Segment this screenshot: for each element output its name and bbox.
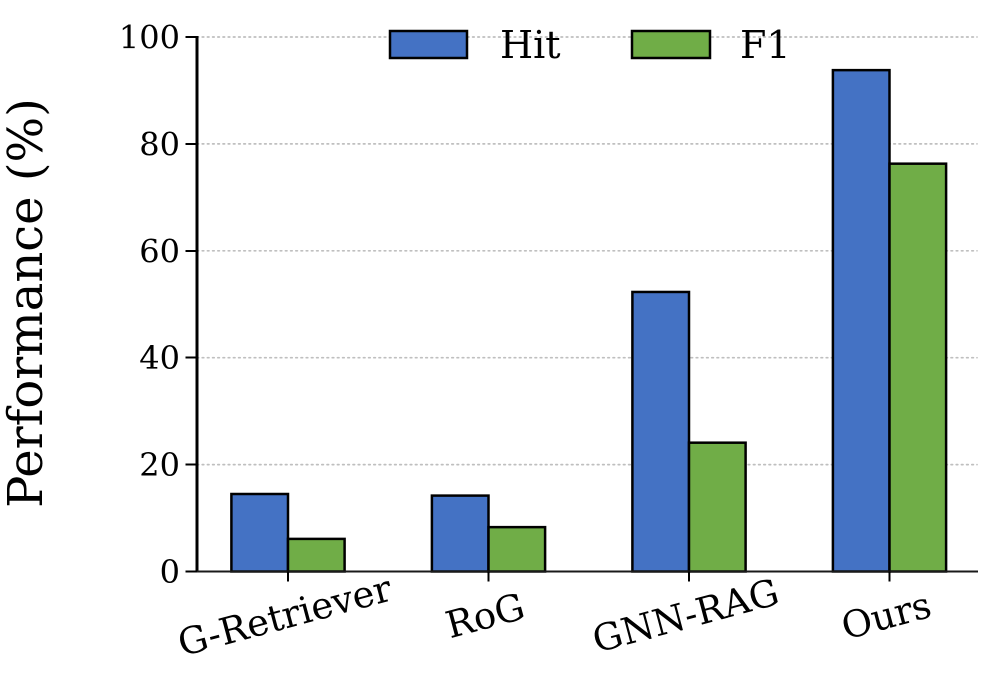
legend: Hit F1	[388, 23, 791, 67]
x-tick-label-ours: Ours	[837, 583, 936, 648]
y-tick-label-100: 100	[119, 19, 180, 57]
legend-swatch-f1	[630, 29, 712, 60]
y-tick-label-20: 20	[139, 446, 180, 484]
bars-layer	[230, 68, 948, 573]
bar-hit-rog	[430, 494, 490, 573]
y-tick-label-60: 60	[139, 232, 180, 270]
ticks-layer	[185, 36, 891, 582]
y-axis-label: Performance (%)	[0, 98, 54, 508]
y-tick-label-40: 40	[139, 339, 180, 377]
x-tick-label-gnn-rag: GNN-RAG	[588, 570, 784, 661]
x-tick-label-g-retriever: G-Retriever	[173, 567, 396, 665]
y-tick-label-0: 0	[160, 553, 180, 591]
bar-hit-gnn-rag	[631, 290, 691, 573]
bar-f1-gnn-rag	[687, 441, 747, 573]
legend-label-f1: F1	[740, 23, 791, 67]
y-tick-label-80: 80	[139, 125, 180, 163]
bar-f1-g-retriever	[286, 537, 346, 573]
bar-hit-ours	[831, 68, 891, 573]
legend-swatch-hit	[388, 29, 469, 60]
bar-f1-rog	[487, 525, 547, 573]
bar-hit-g-retriever	[230, 492, 290, 573]
legend-label-hit: Hit	[500, 23, 561, 67]
x-tick-label-rog: RoG	[441, 585, 529, 647]
bar-f1-ours	[888, 162, 948, 573]
